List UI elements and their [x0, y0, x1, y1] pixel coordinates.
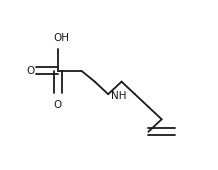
Text: NH: NH	[111, 91, 127, 101]
Text: O: O	[54, 100, 62, 110]
Text: O: O	[26, 66, 34, 76]
Text: OH: OH	[53, 33, 69, 43]
